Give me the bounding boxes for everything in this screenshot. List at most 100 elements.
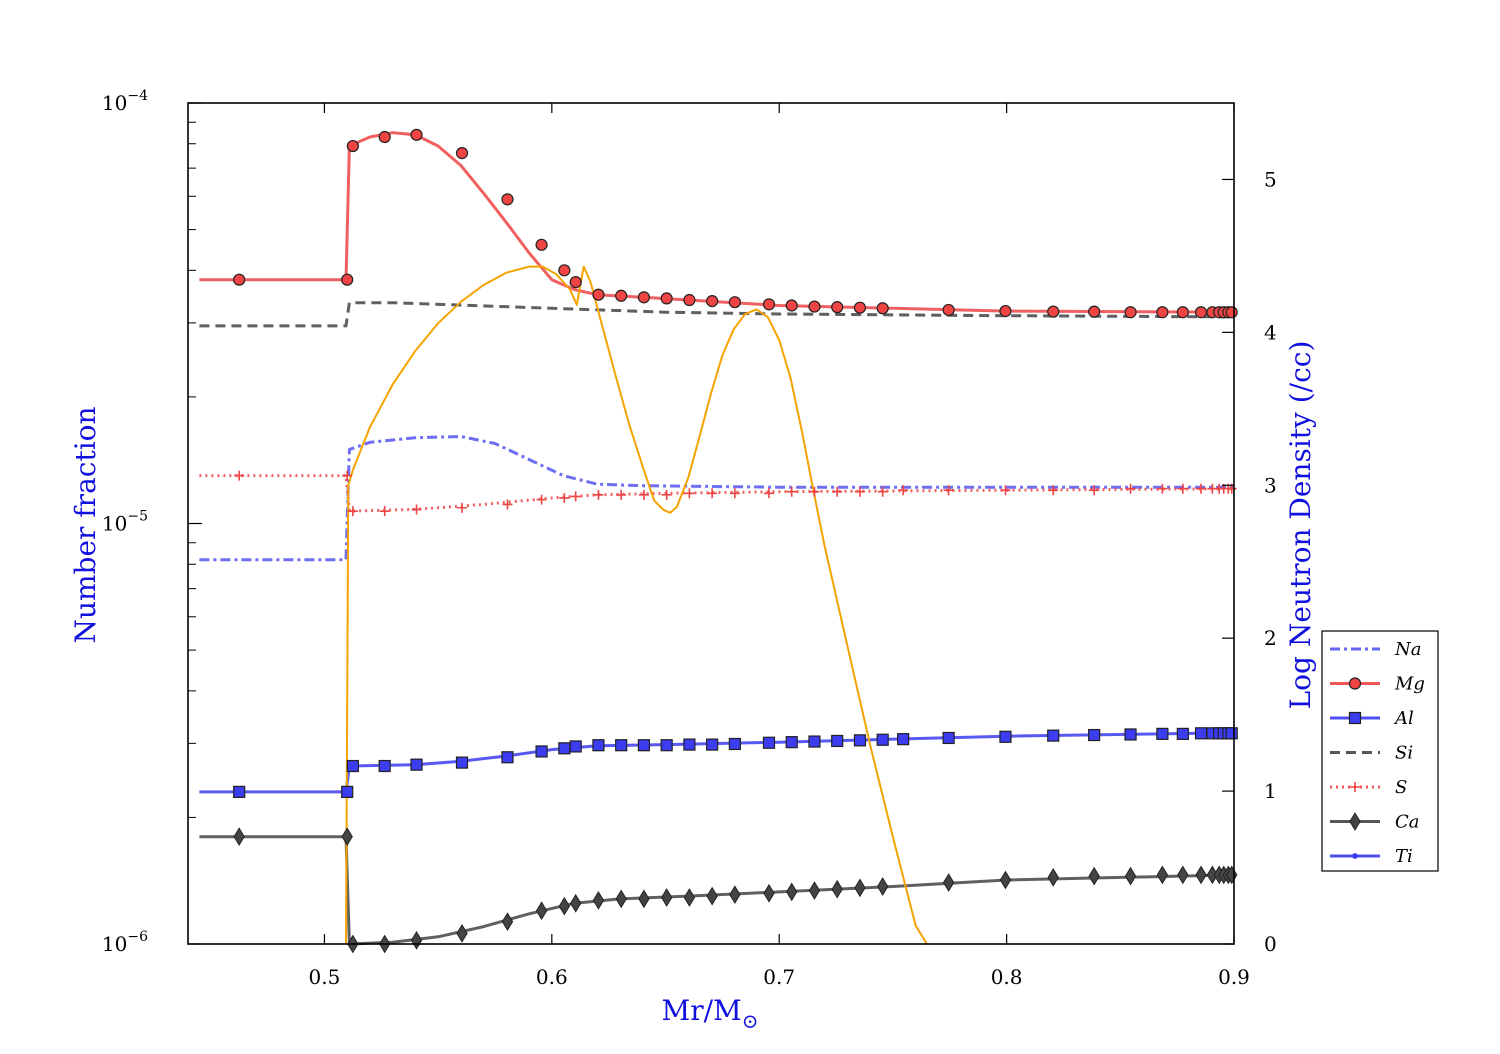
series-marker-al bbox=[592, 739, 605, 752]
series-marker-mg bbox=[808, 300, 821, 313]
series-marker-mg bbox=[853, 301, 867, 314]
x-tick-label: 0.5 bbox=[309, 965, 341, 989]
series-marker-al bbox=[501, 751, 514, 764]
series-marker-ca bbox=[660, 888, 673, 907]
series-marker-s bbox=[457, 502, 468, 513]
series-marker-ca bbox=[683, 888, 696, 907]
series-marker-mg bbox=[501, 193, 514, 206]
axis-ticks: 0.5 0.6 0.7 0.8 0.9 10−4 10−5 10−6 0 1 2 3 4 5 bbox=[102, 88, 1277, 989]
series-marker-ca bbox=[233, 827, 245, 847]
series-marker-al bbox=[876, 733, 889, 746]
series-marker-ca bbox=[1156, 865, 1169, 885]
series-marker-al bbox=[346, 759, 359, 773]
series-marker-al bbox=[831, 734, 844, 748]
series-marker-s bbox=[379, 506, 390, 517]
series-marker-al bbox=[706, 738, 719, 751]
series-marker-ca bbox=[706, 886, 718, 906]
series-marker-mg bbox=[615, 289, 628, 302]
legend-marker-ti bbox=[1352, 853, 1358, 859]
series-marker-al bbox=[637, 739, 651, 752]
series-marker-mg bbox=[683, 293, 696, 307]
series-line-na bbox=[199, 435, 1234, 562]
series-marker-al bbox=[1194, 727, 1208, 740]
series-marker-mg bbox=[876, 302, 889, 315]
series-line-log-neutron-density bbox=[345, 265, 928, 945]
y-right-tick-label: 4 bbox=[1264, 320, 1277, 344]
series-marker-s bbox=[1196, 483, 1207, 494]
x-tick-label: 0.7 bbox=[763, 965, 795, 989]
y-right-tick-label: 1 bbox=[1264, 779, 1277, 803]
series-marker-ca bbox=[876, 877, 889, 896]
series-marker-ca bbox=[456, 923, 468, 943]
y-right-tick-label: 5 bbox=[1264, 167, 1277, 191]
series-marker-s bbox=[234, 470, 245, 481]
series-marker-mg bbox=[346, 139, 359, 153]
series-marker-ca bbox=[558, 896, 571, 916]
series-marker-ca bbox=[535, 901, 548, 921]
series-marker-al bbox=[1088, 728, 1101, 742]
series-marker-al bbox=[999, 730, 1012, 743]
legend-label-na: Na bbox=[1394, 639, 1421, 660]
series-marker-s bbox=[502, 499, 513, 510]
series-marker-mg bbox=[637, 291, 651, 304]
series-marker-s bbox=[898, 485, 909, 496]
series-marker-ca bbox=[831, 879, 843, 899]
series-marker-al bbox=[558, 742, 571, 755]
y-left-tick-label: 10−4 bbox=[102, 88, 148, 115]
series-marker-al bbox=[728, 737, 741, 751]
series-line-mg bbox=[199, 131, 1235, 314]
series-marker-s bbox=[536, 494, 547, 505]
series-marker-ca bbox=[615, 889, 627, 909]
series-marker-al bbox=[853, 734, 867, 747]
y-right-tick-label: 0 bbox=[1264, 932, 1277, 956]
y-left-tick-label: 10−6 bbox=[102, 929, 148, 956]
series-marker-s bbox=[1048, 485, 1059, 496]
series-marker-al bbox=[942, 731, 955, 745]
series-marker-mg bbox=[785, 299, 798, 312]
series-marker-ca bbox=[1124, 866, 1137, 886]
series-marker-mg bbox=[942, 303, 955, 317]
series-marker-mg bbox=[1124, 306, 1137, 319]
series-marker-s bbox=[1125, 483, 1136, 494]
series-marker-al bbox=[808, 735, 821, 748]
series-marker-al bbox=[455, 756, 469, 769]
series-line-s bbox=[199, 474, 1235, 513]
y-right-tick-label: 3 bbox=[1264, 473, 1277, 497]
series-line-si bbox=[199, 301, 1235, 328]
series-marker-ca bbox=[1226, 865, 1238, 885]
legend-label-mg: Mg bbox=[1394, 674, 1425, 695]
series-marker-s bbox=[707, 488, 718, 499]
y-right-tick-label: 2 bbox=[1264, 626, 1277, 650]
series-marker-mg bbox=[378, 130, 391, 144]
y-left-tick-label: 10−5 bbox=[102, 509, 148, 536]
series-marker-s bbox=[638, 489, 649, 500]
series-marker-al bbox=[1176, 727, 1189, 740]
series-marker-mg bbox=[233, 273, 246, 286]
series-marker-mg bbox=[706, 294, 719, 308]
series-marker-s bbox=[729, 488, 740, 499]
series-marker-al bbox=[1225, 727, 1238, 740]
series-marker-s bbox=[786, 486, 797, 497]
series-marker-s bbox=[832, 486, 843, 497]
series-marker-s bbox=[1089, 485, 1100, 496]
series-marker-al bbox=[535, 745, 548, 758]
series-line-ca bbox=[199, 835, 1235, 946]
series-marker-al bbox=[1156, 727, 1169, 740]
series-marker-al bbox=[660, 739, 673, 752]
legend-label-ti: Ti bbox=[1395, 846, 1413, 867]
series-marker-ca bbox=[410, 931, 423, 950]
series-marker-ca bbox=[999, 870, 1012, 890]
series-marker-al bbox=[233, 785, 246, 798]
series-marker-mg bbox=[1088, 305, 1101, 318]
series-marker-s bbox=[854, 486, 865, 497]
legend-label-s: S bbox=[1395, 777, 1407, 798]
series-marker-s bbox=[1000, 485, 1011, 496]
series-marker-al bbox=[762, 736, 776, 749]
series-marker-s bbox=[347, 506, 358, 517]
legend-label-ca: Ca bbox=[1395, 812, 1420, 833]
series-marker-mg bbox=[1225, 306, 1238, 319]
series-marker-s bbox=[411, 504, 422, 515]
series-marker-ca bbox=[501, 912, 514, 932]
left-axis-title: Number fraction bbox=[69, 406, 102, 643]
